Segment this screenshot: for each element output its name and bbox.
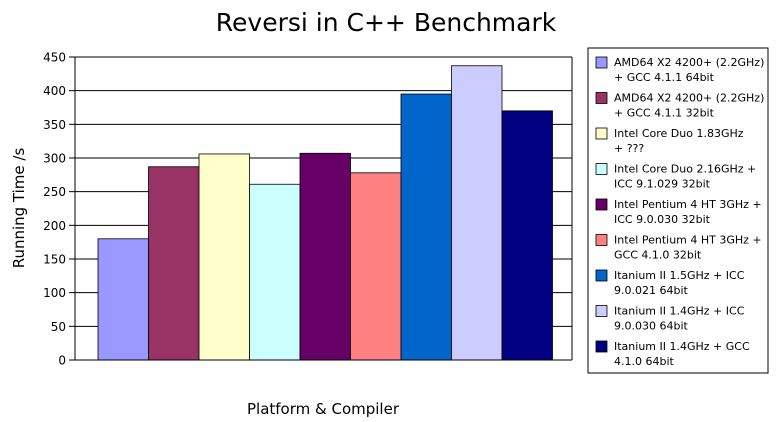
y-tick-label: 400 <box>43 84 66 98</box>
legend-box <box>587 47 769 374</box>
legend-label: Intel Core Duo 1.83GHz + ??? <box>614 127 744 155</box>
bar <box>198 153 250 361</box>
legend-item: Intel Pentium 4 HT 3GHz + ICC 9.0.030 32b… <box>595 198 762 226</box>
y-tick-label: 100 <box>43 286 66 300</box>
legend-item: AMD64 X2 4200+ (2.2GHz) + GCC 4.1.1 32bit <box>595 92 764 120</box>
y-tick-label: 300 <box>43 152 66 166</box>
y-axis-title: Running Time /s <box>10 148 28 269</box>
bar <box>148 166 200 361</box>
bar <box>299 152 351 361</box>
legend-item: Itanium II 1.4GHz + ICC 9.0.030 64bit <box>595 305 745 333</box>
legend-swatch <box>595 127 608 140</box>
bar <box>451 65 503 361</box>
chart-title: Reversi in C++ Benchmark <box>216 8 557 37</box>
legend-swatch <box>595 163 608 175</box>
legend-item: AMD64 X2 4200+ (2.2GHz) + GCC 4.1.1 64bit <box>595 56 764 84</box>
y-tick-label: 0 <box>58 354 66 368</box>
legend-swatch <box>595 269 608 282</box>
legend: AMD64 X2 4200+ (2.2GHz) + GCC 4.1.1 64bit… <box>595 56 764 368</box>
bar <box>249 183 301 361</box>
bar <box>400 93 452 361</box>
bar <box>501 110 553 361</box>
legend-swatch <box>595 234 608 246</box>
legend-item: Intel Core Duo 2.16GHz + ICC 9.1.029 32bi… <box>595 163 756 191</box>
axes <box>69 56 573 361</box>
y-tick-label: 50 <box>51 320 66 334</box>
bar <box>97 238 149 361</box>
legend-item: Itanium II 1.5GHz + ICC 9.0.021 64bit <box>595 269 745 297</box>
legend-swatch <box>595 198 608 211</box>
legend-item: Intel Pentium 4 HT 3GHz + GCC 4.1.0 32bit <box>595 234 762 262</box>
legend-label: Itanium II 1.5GHz + ICC 9.0.021 64bit <box>614 269 745 297</box>
x-axis-title: Platform & Compiler <box>247 400 400 418</box>
legend-label: Intel Pentium 4 HT 3GHz + ICC 9.0.030 32b… <box>614 198 762 226</box>
y-tick-label: 450 <box>43 51 66 65</box>
y-tick-label: 150 <box>43 253 66 267</box>
y-tick-labels: 0 50 100 150 200 250 300 350 400 450 <box>43 51 66 368</box>
bar <box>350 172 402 361</box>
legend-swatch <box>595 56 608 69</box>
legend-label: AMD64 X2 4200+ (2.2GHz) + GCC 4.1.1 64bit <box>614 56 764 84</box>
legend-swatch <box>595 305 608 317</box>
legend-label: Intel Pentium 4 HT 3GHz + GCC 4.1.0 32bit <box>614 234 762 262</box>
y-tick-label: 200 <box>43 219 66 233</box>
y-tick-label: 250 <box>43 185 66 199</box>
legend-label: Intel Core Duo 2.16GHz + ICC 9.1.029 32bi… <box>614 163 756 191</box>
legend-item: Itanium II 1.4GHz + GCC 4.1.0 64bit <box>595 340 750 368</box>
bars <box>97 65 553 361</box>
legend-swatch <box>595 340 608 353</box>
y-tick-label: 350 <box>43 118 66 132</box>
legend-label: Itanium II 1.4GHz + GCC 4.1.0 64bit <box>614 340 750 368</box>
legend-label: AMD64 X2 4200+ (2.2GHz) + GCC 4.1.1 32bit <box>614 92 764 120</box>
legend-label: Itanium II 1.4GHz + ICC 9.0.030 64bit <box>614 305 745 333</box>
legend-swatch <box>595 92 608 104</box>
legend-item: Intel Core Duo 1.83GHz + ??? <box>595 127 744 155</box>
